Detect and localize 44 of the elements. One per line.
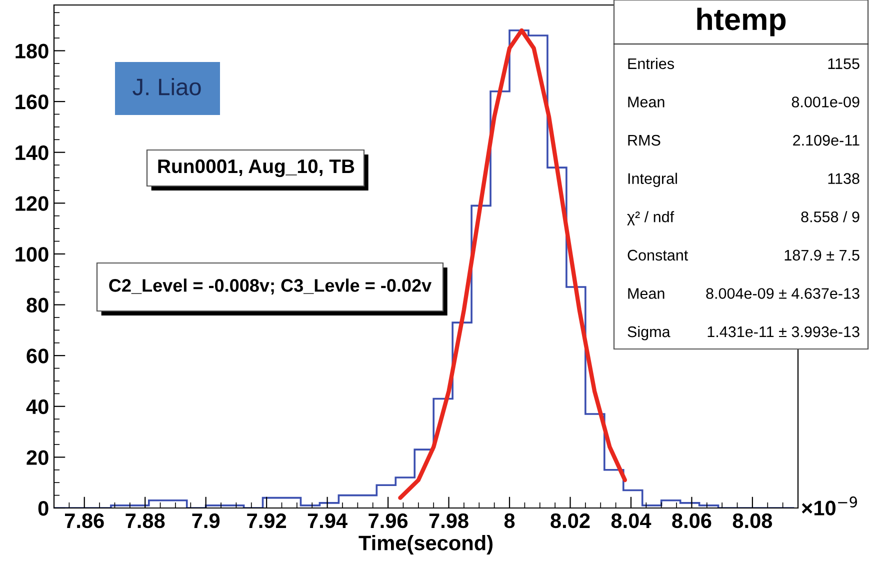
y-tick-label: 20	[26, 450, 48, 465]
annotation: Run0001, Aug_10, TB	[158, 159, 354, 178]
text: 1138	[828, 173, 860, 184]
y-tick-label: 120	[16, 196, 48, 211]
annotation: 8.001e-09	[792, 96, 860, 108]
annotation: htemp	[697, 8, 786, 36]
text: ×10$^{−9}$	[802, 496, 858, 516]
x-tick-label: 7.88	[126, 513, 165, 528]
annotation: RMS	[628, 134, 660, 146]
x-tick-label: 7.94	[308, 513, 348, 528]
x-tick-label: 7.86	[64, 513, 104, 528]
y-tick-label: 40	[26, 399, 48, 414]
x-tick-label: 8.04	[611, 513, 652, 528]
text: 1155	[828, 58, 860, 70]
x-tick-label: 7.9	[192, 513, 220, 528]
annotation: Mean	[628, 288, 664, 299]
text: 8.558 / 9	[801, 211, 860, 222]
x-axis-title: Time(second)	[358, 535, 493, 554]
annotation: χ² / ndf	[627, 211, 674, 226]
annotation: Mean	[628, 96, 664, 108]
annotation: Sigma	[628, 326, 670, 340]
x-tick-label: 7.98	[429, 513, 468, 528]
annotation: Constant	[628, 250, 688, 261]
y-tick-label: 100	[16, 246, 48, 262]
x-tick-label: 8	[504, 513, 515, 528]
x-tick-label: 8.02	[550, 513, 590, 528]
annotation: 1.431e-11 ± 3.993e-13	[708, 326, 860, 338]
x-tick-label: 7.92	[247, 513, 286, 528]
y-tick-label: 80	[26, 298, 48, 313]
y-tick-label: 140	[16, 145, 48, 160]
annotation: 2.109e-11	[793, 134, 860, 146]
x-tick-label: 8.08	[732, 513, 772, 528]
y-tick-label: 60	[26, 348, 48, 364]
x-tick-label: 8.06	[672, 513, 712, 528]
annotation: C2_Level = -0.008v; C3_Levle = -0.02v	[109, 278, 432, 294]
annotation: Entries	[628, 58, 674, 70]
x-tick-label: 7.96	[368, 513, 408, 528]
annotation: 8.004e-09 ± 4.637e-13	[706, 288, 860, 299]
annotation: 187.9 ± 7.5	[784, 250, 860, 261]
y-tick-label: 0	[38, 501, 48, 516]
annotation: Integral	[628, 172, 677, 188]
y-tick-label: 160	[16, 94, 48, 110]
y-tick-label: 180	[16, 44, 48, 58]
annotation: J. Liao	[132, 78, 201, 96]
